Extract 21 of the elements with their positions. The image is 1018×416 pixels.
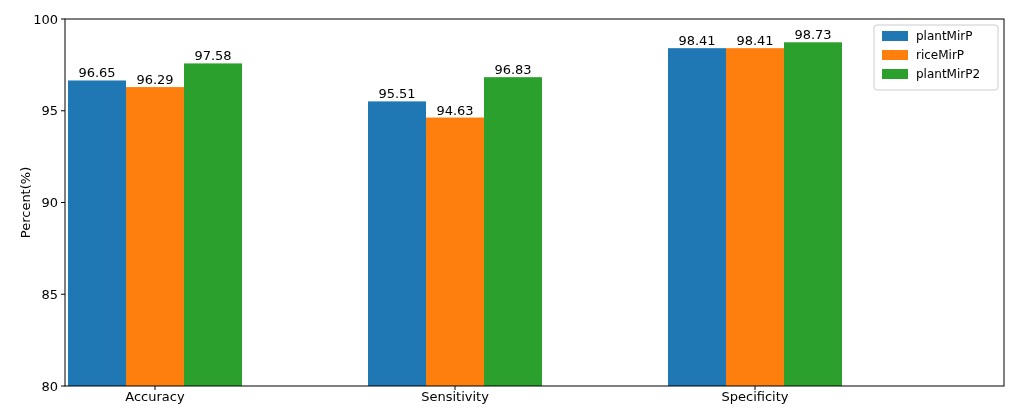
x-tick-label: Specificity [721, 389, 789, 404]
x-tick-label: Accuracy [125, 389, 185, 404]
y-tick-label: 80 [41, 378, 58, 394]
x-tick-label: Sensitivity [421, 389, 490, 404]
data-label: 98.73 [794, 27, 832, 43]
y-tick-label: 85 [41, 286, 58, 302]
legend-label: plantMirP [916, 29, 973, 44]
legend-label: riceMirP [916, 48, 965, 63]
y-tick-label: 95 [41, 103, 58, 119]
y-tick-label: 90 [41, 195, 58, 211]
data-label: 95.51 [378, 86, 416, 102]
data-label: 96.29 [136, 72, 174, 88]
data-label: 98.41 [736, 33, 774, 49]
data-label: 98.41 [678, 33, 716, 49]
data-label: 97.58 [194, 48, 232, 64]
data-label: 96.83 [494, 62, 532, 78]
data-label: 94.63 [436, 102, 474, 118]
y-tick-label: 100 [33, 11, 58, 27]
y-axis-title: Percent(%) [18, 166, 33, 239]
legend-label: plantMirP2 [916, 67, 981, 82]
data-label: 96.65 [78, 65, 116, 81]
